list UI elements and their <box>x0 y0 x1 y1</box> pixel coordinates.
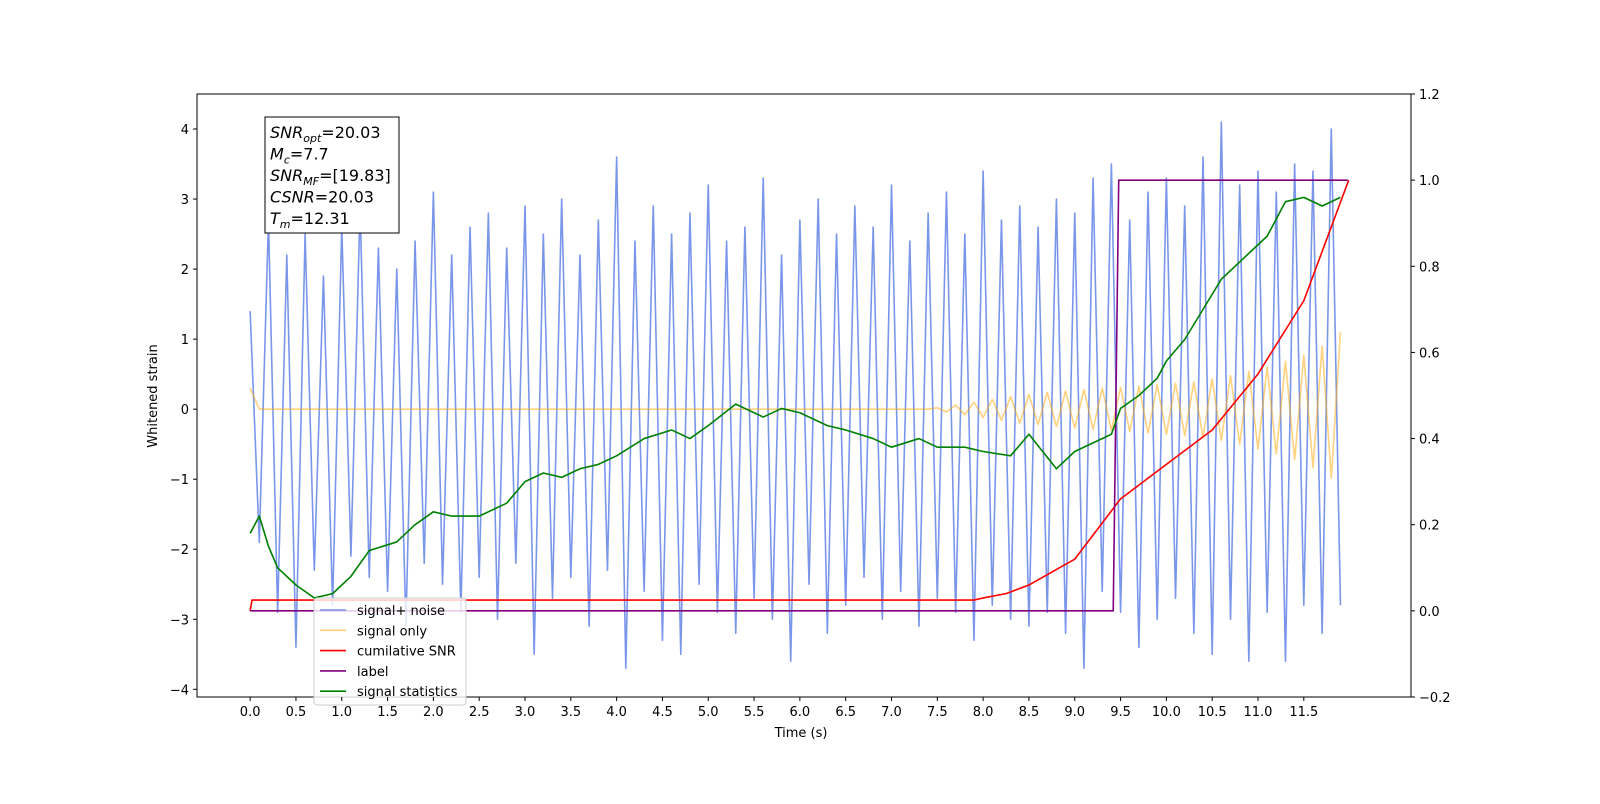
annotation-frame <box>264 116 400 234</box>
annotation-symbol: SNR <box>270 123 303 142</box>
annotation-line: Tm=12.31 <box>270 209 350 231</box>
y2-tick-label: 0.2 <box>1419 519 1440 534</box>
annotation-line: CSNR=20.03 <box>270 188 374 207</box>
x-tick-label: 7.0 <box>881 705 902 720</box>
legend-frame <box>313 597 467 706</box>
x-tick-label: 0.0 <box>240 705 261 720</box>
y-tick-label: −1 <box>170 473 189 488</box>
annotation-value: =12.31 <box>291 209 350 228</box>
series-line <box>249 121 1342 670</box>
x-tick-label: 7.5 <box>927 705 948 720</box>
legend-label: label <box>357 665 388 680</box>
annotation-line: Mc=7.7 <box>270 145 329 167</box>
annotation-value: =7.7 <box>290 145 329 164</box>
x-tick-label: 0.5 <box>286 705 307 720</box>
annotation-value: =[19.83] <box>319 166 391 185</box>
y-tick-label: −3 <box>170 613 189 628</box>
x-tick-label: 1.5 <box>377 705 398 720</box>
x-tick-label: 9.0 <box>1064 705 1085 720</box>
x-tick-label: 11.0 <box>1244 705 1273 720</box>
y-tick-label: 1 <box>181 333 189 348</box>
y2-tick-label: 1.2 <box>1419 88 1440 103</box>
annotation-subscript: opt <box>303 132 322 145</box>
y2-tick-label: −0.2 <box>1419 691 1451 706</box>
axes-frame <box>196 93 1412 698</box>
x-tick-label: 3.5 <box>560 705 581 720</box>
y2-tick-label: 0.6 <box>1419 346 1440 361</box>
annotation-line: SNRopt=20.03 <box>270 123 381 145</box>
y2-tick-label: 0.4 <box>1419 433 1440 448</box>
x-tick-label: 2.0 <box>423 705 444 720</box>
series-line <box>249 179 1350 611</box>
y-axis-label: Whitened strain <box>146 344 161 447</box>
x-tick-label: 4.5 <box>652 705 673 720</box>
annotation-symbol: T <box>270 209 281 228</box>
x-tick-label: 11.5 <box>1289 705 1318 720</box>
annotation-subscript: c <box>284 154 290 167</box>
y2-tick-label: 0.8 <box>1419 260 1440 275</box>
x-tick-label: 3.0 <box>515 705 536 720</box>
y-tick-label: −2 <box>170 543 189 558</box>
legend-label: signal only <box>357 624 427 639</box>
x-axis-label: Time (s) <box>774 726 828 741</box>
plot-area <box>249 121 1350 670</box>
series-line <box>249 196 1341 599</box>
annotation-value: =20.03 <box>315 188 374 207</box>
x-tick-label: 5.5 <box>744 705 765 720</box>
x-tick-label: 6.0 <box>790 705 811 720</box>
legend-label: signal+ noise <box>357 604 445 619</box>
legend-label: signal statistics <box>357 685 458 700</box>
annotation-box: SNRopt=20.03Mc=7.7SNRMF=[19.83]CSNR=20.0… <box>264 116 400 234</box>
y2-tick-label: 0.0 <box>1419 605 1440 620</box>
x-tick-label: 10.0 <box>1152 705 1181 720</box>
y-tick-label: 2 <box>181 263 189 278</box>
annotation-value: =20.03 <box>321 123 380 142</box>
annotation-line: SNRMF=[19.83] <box>270 166 391 188</box>
annotation-subscript: m <box>280 218 291 231</box>
y2-tick-label: 1.0 <box>1419 174 1440 189</box>
annotation-symbol: M <box>270 145 284 164</box>
x-tick-label: 2.5 <box>469 705 490 720</box>
x-tick-label: 8.5 <box>1019 705 1040 720</box>
annotation-symbol: SNR <box>270 166 303 185</box>
y-tick-label: 3 <box>181 193 189 208</box>
series-line <box>249 332 1342 479</box>
y-tick-label: 0 <box>181 403 189 418</box>
x-tick-label: 10.5 <box>1198 705 1227 720</box>
legend-label: cumilative SNR <box>357 645 456 660</box>
y-tick-label: −4 <box>170 683 189 698</box>
x-tick-label: 6.5 <box>835 705 856 720</box>
x-tick-label: 9.5 <box>1110 705 1131 720</box>
y-tick-label: 4 <box>181 123 189 138</box>
x-tick-label: 8.0 <box>973 705 994 720</box>
annotation-symbol: CSNR <box>270 188 315 207</box>
legend: signal+ noise signal only cumilative SNR la… <box>313 597 467 706</box>
x-tick-label: 1.0 <box>331 705 352 720</box>
x-tick-label: 5.0 <box>698 705 719 720</box>
annotation-subscript: MF <box>303 175 319 188</box>
x-tick-label: 4.0 <box>606 705 627 720</box>
series-line <box>250 179 1348 612</box>
